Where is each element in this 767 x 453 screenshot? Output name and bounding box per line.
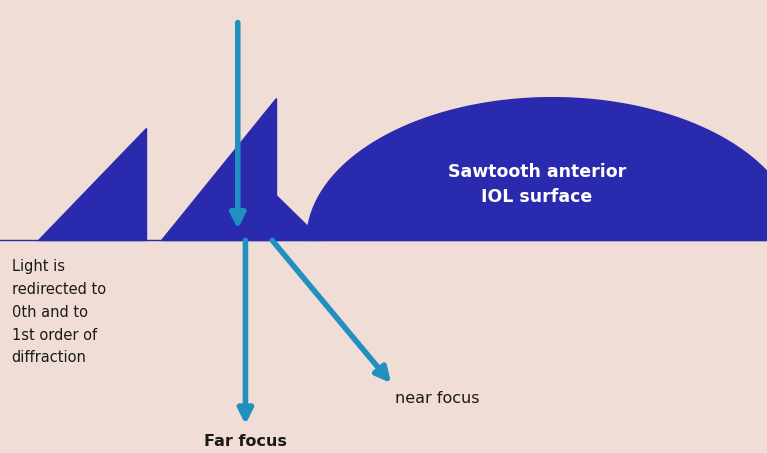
Polygon shape xyxy=(161,98,276,241)
Polygon shape xyxy=(38,128,146,241)
Text: near focus: near focus xyxy=(395,390,479,406)
Text: Sawtooth anterior
IOL surface: Sawtooth anterior IOL surface xyxy=(448,163,626,206)
Text: Light is
redirected to
0th and to
1st order of
diffraction: Light is redirected to 0th and to 1st or… xyxy=(12,259,106,366)
Text: Far focus: Far focus xyxy=(204,434,287,449)
Polygon shape xyxy=(307,98,767,241)
Polygon shape xyxy=(276,195,322,241)
